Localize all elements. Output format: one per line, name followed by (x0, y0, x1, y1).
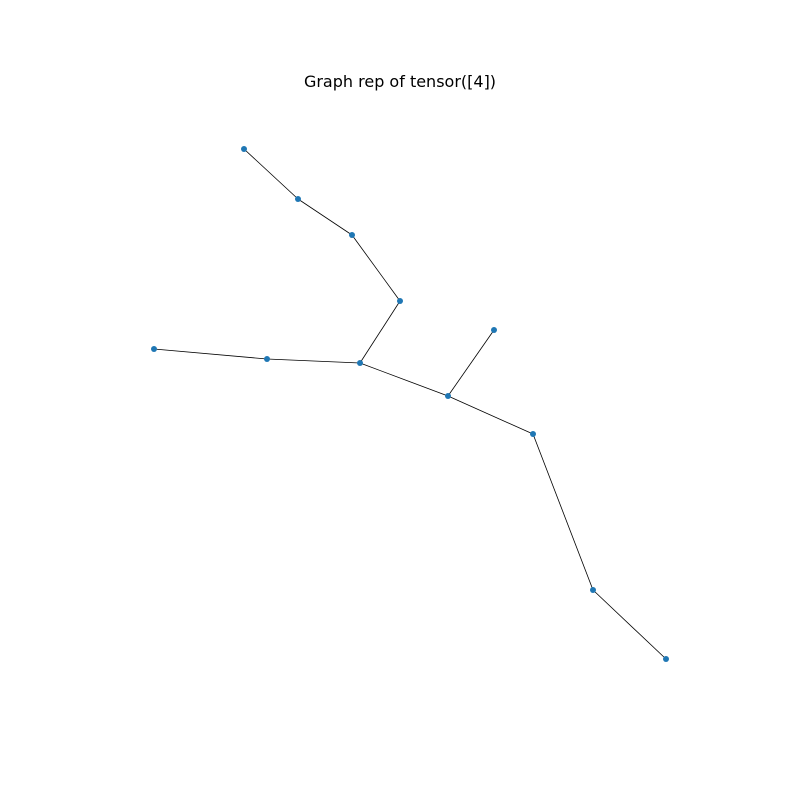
graph-node-n0 (241, 146, 247, 152)
graph-node-n7 (445, 393, 451, 399)
graph-node-n5 (151, 346, 157, 352)
graph-edge-n9-n10 (532, 433, 594, 591)
graph-node-n6 (264, 356, 270, 362)
graph-edge-n6-n4 (266, 358, 361, 364)
graph-node-n2 (349, 232, 355, 238)
graph-node-n10 (590, 587, 596, 593)
graph-node-n3 (397, 298, 403, 304)
graph-edge-n3-n4 (359, 300, 401, 364)
graph-edge-n1-n2 (297, 198, 353, 236)
graph-node-n11 (663, 656, 669, 662)
nodes-layer (151, 146, 669, 662)
graph-node-n8 (491, 327, 497, 333)
graph-edge-n7-n8 (447, 329, 495, 397)
edges-layer (153, 148, 667, 660)
graph-node-n9 (530, 431, 536, 437)
graph-edge-n2-n3 (351, 234, 401, 302)
graph-edge-n5-n6 (153, 348, 268, 360)
graph-edge-n0-n1 (243, 148, 299, 200)
graph-edge-n4-n7 (359, 362, 449, 397)
graph-node-n1 (295, 196, 301, 202)
graph-edge-n10-n11 (592, 589, 667, 660)
graph-node-n4 (357, 360, 363, 366)
graph-edge-n7-n9 (447, 395, 534, 435)
figure-title: Graph rep of tensor([4]) (303, 72, 497, 91)
